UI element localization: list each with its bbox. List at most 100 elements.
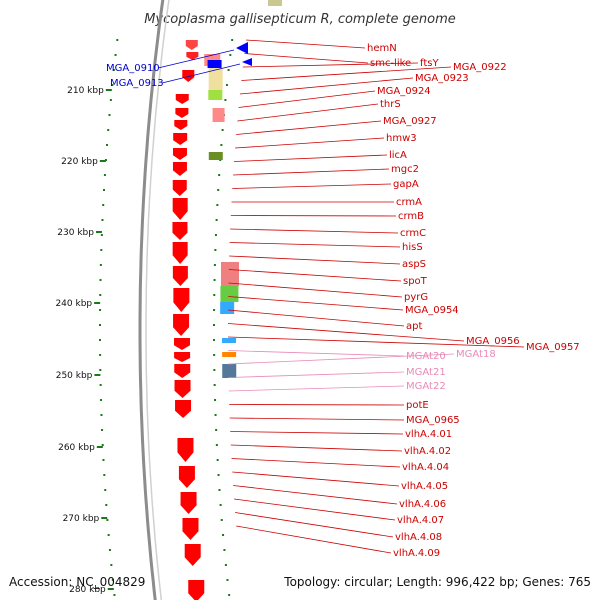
gc-dot — [107, 534, 110, 536]
gc-dot — [213, 279, 216, 281]
feature-block — [222, 364, 237, 378]
gc-dot — [99, 264, 102, 266]
kbp-tick-label: 260 kbp — [58, 443, 95, 453]
label-connector — [228, 296, 404, 311]
gc-dot — [101, 429, 104, 431]
gene-label: MGA_0913 — [110, 78, 164, 89]
gene-arrow — [174, 338, 191, 350]
gene-label: hisS — [402, 242, 423, 253]
gc-dot — [213, 339, 216, 341]
gc-dot — [110, 564, 113, 566]
gene-arrow — [172, 162, 187, 176]
gc-dot — [103, 174, 106, 176]
label-connector — [230, 215, 397, 217]
gene-arrow — [174, 380, 191, 398]
label-connector — [230, 431, 404, 435]
gene-label: MGA_0965 — [406, 415, 460, 426]
gene-arrow — [172, 242, 188, 264]
feature-block — [208, 152, 223, 160]
gene-arrow — [178, 466, 195, 488]
label-connector — [161, 63, 241, 84]
gene-label: vlhA.4.01 — [405, 429, 452, 440]
gc-dot — [101, 219, 104, 221]
gene-arrow — [172, 266, 188, 286]
gc-dot — [224, 99, 227, 101]
gc-dot — [99, 369, 102, 371]
gene-arrow — [175, 400, 192, 418]
gene-label: MGA_0956 — [466, 336, 520, 347]
gene-label: MGA_0923 — [415, 73, 469, 84]
gc-dot — [213, 309, 216, 311]
gc-dot — [225, 84, 228, 86]
label-connectors — [157, 39, 525, 554]
label-connector — [230, 228, 399, 234]
gene-arrow — [172, 198, 188, 220]
gc-dot — [111, 579, 114, 581]
gc-dot — [217, 474, 220, 476]
label-connector — [235, 512, 394, 538]
gc-dot — [223, 549, 226, 551]
reverse-gene-arrow — [242, 58, 252, 66]
gene-label: potE — [406, 400, 429, 411]
kbp-tick-label: 230 kbp — [57, 228, 94, 238]
feature-block — [207, 60, 222, 68]
gc-dot — [222, 534, 225, 536]
gc-dot — [215, 444, 218, 446]
feature-block — [220, 302, 235, 314]
accession-text: Accession: NC_004829 — [9, 575, 145, 589]
gc-dot — [215, 219, 218, 221]
kbp-tick-label: 210 kbp — [67, 86, 104, 96]
label-connector — [238, 90, 376, 108]
gc-dot — [104, 159, 107, 161]
label-connector — [228, 385, 405, 392]
genome-backbone — [138, 0, 170, 600]
gene-arrow — [172, 180, 187, 196]
kbp-ruler: 210 kbp 220 kbp 230 kbp 240 kbp 250 kbp 260 k… — [55, 86, 114, 595]
gene-arrow — [175, 94, 189, 104]
label-connector — [246, 39, 366, 49]
gc-dot — [99, 309, 102, 311]
gc-dot — [99, 339, 102, 341]
label-connector — [231, 458, 401, 468]
label-connector — [242, 62, 419, 68]
gc-dot — [231, 39, 234, 41]
gc-dot — [227, 69, 230, 71]
kbp-tick-label: 280 kbp — [69, 585, 106, 595]
label-connector — [244, 53, 369, 64]
label-connector — [229, 242, 401, 248]
gene-label: MGAt22 — [406, 381, 446, 392]
label-connector — [236, 525, 392, 554]
gene-arrow — [172, 222, 188, 240]
label-connector — [157, 49, 235, 69]
gc-dot — [114, 54, 117, 56]
kbp-tick-label: 220 kbp — [61, 157, 98, 167]
kbp-tick-label: 250 kbp — [56, 371, 93, 381]
gc-dot — [101, 444, 104, 446]
gene-arrow — [188, 580, 205, 600]
gc-dot — [213, 264, 216, 266]
gc-dot — [99, 324, 102, 326]
gene-arrow — [180, 492, 197, 514]
gc-dot — [102, 459, 105, 461]
gc-dot — [214, 399, 217, 401]
gene-arrow — [175, 108, 189, 118]
gc-dot — [107, 129, 110, 131]
gc-dot — [221, 129, 224, 131]
gc-content-track — [99, 39, 234, 596]
gene-arrow — [172, 148, 187, 160]
genome-summary-text: Topology: circular; Length: 996,422 bp; … — [283, 575, 591, 589]
gc-dot — [109, 99, 112, 101]
label-connector — [237, 103, 379, 122]
gene-arrow — [173, 133, 188, 145]
gene-label: ftsY — [420, 58, 439, 69]
gene-label: MGA_0924 — [377, 86, 431, 97]
label-connector — [235, 137, 385, 149]
feature-block — [212, 108, 225, 122]
gene-label: aspS — [402, 259, 426, 270]
gc-dot — [108, 549, 111, 551]
gene-label: thrS — [380, 99, 401, 110]
gene-label: crmA — [396, 197, 422, 208]
gc-dot — [215, 429, 218, 431]
gc-dot — [213, 324, 216, 326]
